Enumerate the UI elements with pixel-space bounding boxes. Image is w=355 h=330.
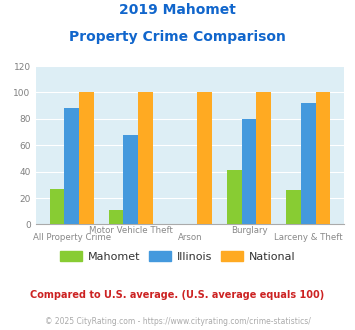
Bar [286, 190, 301, 224]
Bar [138, 92, 153, 224]
Bar [79, 92, 94, 224]
Bar [301, 103, 316, 224]
Bar [227, 170, 242, 224]
Bar [256, 92, 271, 224]
Text: Larceny & Theft: Larceny & Theft [274, 233, 343, 242]
Text: 2019 Mahomet: 2019 Mahomet [119, 3, 236, 17]
Bar [316, 92, 330, 224]
Bar [197, 92, 212, 224]
Text: All Property Crime: All Property Crime [33, 233, 111, 242]
Legend: Mahomet, Illinois, National: Mahomet, Illinois, National [55, 247, 300, 267]
Text: © 2025 CityRating.com - https://www.cityrating.com/crime-statistics/: © 2025 CityRating.com - https://www.city… [45, 317, 310, 326]
Text: Motor Vehicle Theft: Motor Vehicle Theft [89, 226, 173, 235]
Text: Compared to U.S. average. (U.S. average equals 100): Compared to U.S. average. (U.S. average … [31, 290, 324, 300]
Bar [124, 135, 138, 224]
Text: Property Crime Comparison: Property Crime Comparison [69, 30, 286, 44]
Bar [50, 189, 64, 224]
Bar [109, 210, 124, 224]
Text: Burglary: Burglary [231, 226, 267, 235]
Text: Arson: Arson [178, 233, 202, 242]
Bar [242, 119, 256, 224]
Bar [64, 108, 79, 224]
